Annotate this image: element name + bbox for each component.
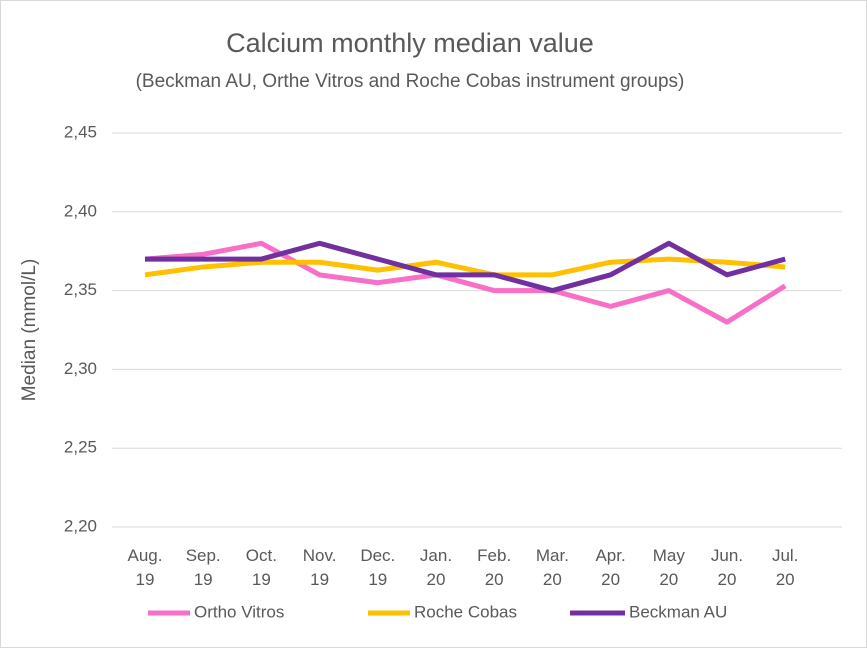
chart-subtitle: (Beckman AU, Orthe Vitros and Roche Coba… (135, 71, 685, 92)
x-tick-label: Jul. 20 (771, 546, 799, 589)
x-tick-label: May 20 (652, 546, 685, 589)
y-tick-label: 2,40 (64, 201, 97, 220)
y-axis-label: Median (mmol/L) (19, 259, 40, 402)
data-line (144, 240, 787, 325)
y-tick-label: 2,45 (64, 122, 97, 141)
chart-title: Calcium monthly median value (226, 28, 594, 58)
x-tick-label: Nov. 19 (302, 546, 337, 589)
x-tick-label: Jan. 20 (419, 546, 453, 589)
x-tick-label: Dec. 19 (360, 546, 396, 589)
x-tick-label: Oct. 19 (245, 546, 277, 589)
x-tick-label: Aug. 19 (127, 546, 163, 589)
y-tick-label: 2,30 (64, 359, 97, 378)
legend-label: Ortho Vitros (194, 602, 284, 621)
legend-label: Roche Cobas (414, 602, 517, 621)
legend-label: Beckman AU (629, 602, 727, 621)
x-tick-label: Feb. 20 (477, 546, 512, 589)
x-tick-label: Mar. 20 (535, 546, 569, 589)
x-tick-label: Jun. 20 (710, 546, 744, 589)
y-tick-label: 2,20 (64, 516, 97, 535)
x-tick-label: Sep. 19 (185, 546, 221, 589)
data-line (144, 256, 786, 278)
y-tick-label: 2,25 (64, 438, 97, 457)
x-tick-label: Apr. 20 (595, 546, 626, 589)
data-line (145, 240, 786, 294)
y-tick-label: 2,35 (64, 280, 97, 299)
